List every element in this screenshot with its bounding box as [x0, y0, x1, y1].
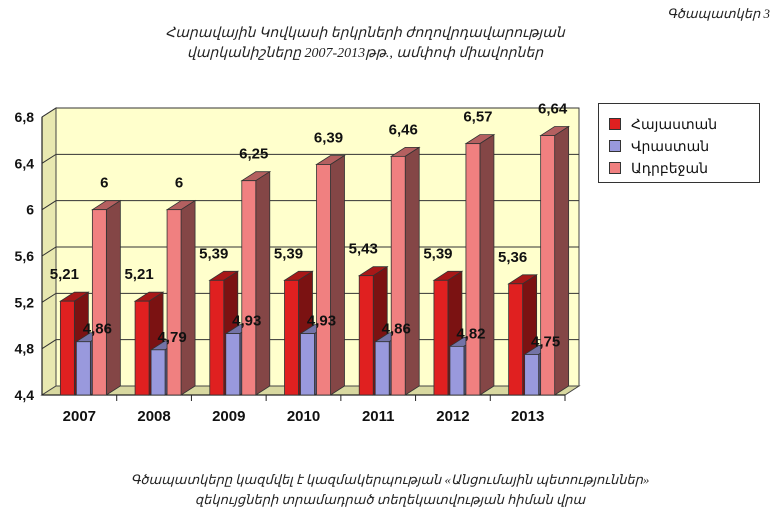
bar-armenia: [59, 300, 75, 396]
data-label-georgia: 4,82: [456, 325, 485, 342]
legend-label-azerbaijan: Ադրբեջան: [631, 159, 708, 176]
y-tick-label: 4,8: [15, 341, 35, 357]
chart-legend: Հայաստան Վրաստան Ադրբեջան: [598, 103, 760, 183]
y-tick-label: 6: [26, 202, 34, 218]
bar-azerbaijan: [166, 209, 182, 396]
legend-item-armenia: Հայաստան: [609, 114, 717, 134]
bar-georgia: [75, 341, 91, 396]
data-label-armenia: 5,21: [124, 266, 153, 283]
data-label-azerbaijan: 6,57: [463, 109, 492, 126]
data-label-azerbaijan: 6: [175, 175, 183, 192]
y-tick-label: 6,4: [15, 155, 35, 171]
bar-azerbaijan: [316, 164, 331, 396]
y-tick-label: 5,6: [15, 248, 35, 264]
y-tick-label: 4,4: [15, 387, 35, 403]
legend-item-azerbaijan: Ադրբեջան: [609, 158, 708, 178]
x-tick-label: 2008: [137, 408, 170, 425]
data-label-armenia: 5,36: [498, 249, 527, 266]
bar-azerbaijan-side: [255, 170, 271, 396]
bar-azerbaijan-side: [180, 199, 196, 396]
data-label-azerbaijan: 6: [100, 175, 108, 192]
x-tick-label: 2009: [212, 408, 245, 425]
caption-line-1: Գծապատկերը կազմվել է կազմակերպության «Ան…: [130, 472, 650, 487]
bar-chart: 4,4 4,8 5,2 5,6 6 6,4 6,8 2007 5,21 4,86 6 2008 5,21…: [15, 101, 581, 425]
data-label-azerbaijan: 6,39: [314, 129, 343, 146]
data-label-georgia: 4,93: [307, 313, 336, 330]
x-tick-label: 2010: [287, 408, 320, 425]
bar-georgia: [524, 354, 540, 396]
bar-azerbaijan: [540, 135, 556, 396]
chart-title-line-2: վարկանիշները 2007-2013թթ., ամփոփ միավորն…: [186, 46, 544, 61]
legend-label-armenia: Հայաստան: [631, 115, 718, 132]
bar-armenia: [209, 279, 225, 396]
bar-azerbaijan: [465, 143, 481, 396]
bar-azerbaijan-side: [479, 133, 495, 396]
data-label-georgia: 4,75: [531, 333, 560, 350]
bar-azerbaijan: [91, 209, 107, 396]
data-label-azerbaijan: 6,64: [538, 101, 568, 118]
legend-swatch-armenia: [609, 118, 621, 130]
bar-georgia: [374, 341, 390, 396]
bar-azerbaijan: [241, 180, 257, 396]
legend-swatch-azerbaijan: [609, 162, 621, 174]
bar-armenia: [284, 279, 299, 396]
data-label-azerbaijan: 6,25: [239, 146, 268, 163]
bar-georgia: [449, 345, 465, 396]
bar-armenia: [433, 279, 449, 396]
data-label-georgia: 4,93: [232, 313, 261, 330]
bar-azerbaijan-side: [330, 154, 345, 396]
data-label-georgia: 4,79: [157, 329, 186, 346]
legend-label-georgia: Վրաստան: [631, 137, 710, 154]
gridline: [41, 107, 579, 118]
data-label-armenia: 5,39: [199, 245, 228, 262]
bar-azerbaijan-side: [105, 199, 121, 396]
bar-georgia: [225, 333, 241, 396]
x-tick-label: 2011: [362, 408, 395, 425]
caption-line-2: զեկույցների տրամադրած տեղեկատվության հիմ…: [194, 492, 586, 507]
x-tick-label: 2012: [436, 408, 469, 425]
bar-armenia: [508, 283, 524, 396]
data-label-armenia: 5,21: [50, 266, 79, 283]
bar-armenia: [134, 300, 150, 396]
data-label-armenia: 5,43: [349, 241, 378, 258]
chart-title-line-1: Հարավային Կովկասի երկրների ժողովրդավարու…: [165, 26, 565, 41]
data-label-azerbaijan: 6,46: [389, 121, 418, 138]
data-label-georgia: 4,86: [83, 321, 112, 338]
legend-item-georgia: Վրաստան: [609, 136, 709, 156]
bar-azerbaijan-side: [404, 146, 420, 396]
bar-azerbaijan-side: [554, 125, 570, 396]
x-tick-label: 2007: [63, 408, 96, 425]
x-tick-label: 2013: [511, 408, 544, 425]
legend-swatch-georgia: [609, 140, 621, 152]
y-tick-label: 5,2: [15, 294, 35, 310]
figure-label: Գծապատկեր 3: [666, 6, 770, 21]
data-label-armenia: 5,39: [423, 245, 452, 262]
bar-georgia: [150, 349, 166, 396]
bar-azerbaijan: [390, 155, 406, 396]
bar-armenia: [358, 275, 374, 396]
data-label-armenia: 5,39: [274, 245, 303, 262]
bar-georgia: [300, 333, 315, 396]
data-label-georgia: 4,86: [382, 321, 411, 338]
y-tick-label: 6,8: [15, 109, 35, 125]
